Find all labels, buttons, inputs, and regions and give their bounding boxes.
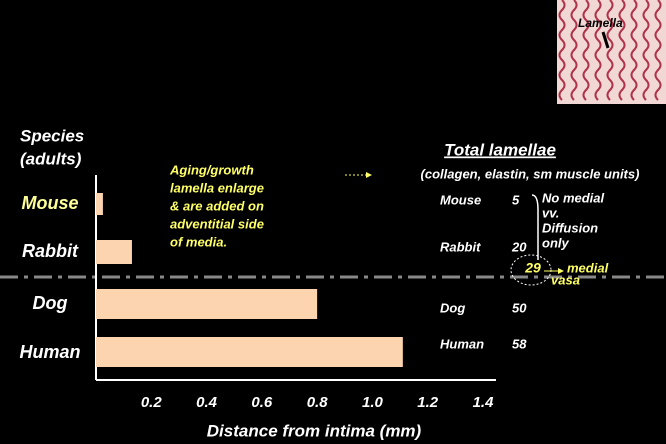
lamella-line [630, 0, 638, 101]
category-label: Dog [33, 293, 68, 313]
inset-label: Lamella [578, 16, 623, 30]
lamella-line [570, 0, 578, 101]
category-label: Mouse [21, 193, 78, 213]
annotation: lamella enlarge [170, 180, 264, 195]
brace [531, 194, 539, 260]
lamella-line [582, 0, 590, 101]
bar [96, 337, 403, 367]
threshold-value: 29 [524, 260, 541, 276]
table-count: 20 [511, 239, 527, 254]
annotation: of media. [170, 234, 227, 249]
arrowhead [558, 268, 564, 274]
bar [96, 240, 132, 264]
table-title: Total lamellae [444, 140, 556, 159]
table-count: 50 [512, 300, 527, 315]
inset-image: Lamella [557, 0, 666, 104]
x-axis-label: Distance from intima (mm) [207, 421, 422, 440]
y-axis-label: (adults) [20, 149, 82, 168]
x-tick-label: 0.6 [251, 394, 273, 411]
annotation: Aging/growth [169, 162, 254, 177]
note: vv. [542, 205, 559, 220]
annotation: & are added on [170, 198, 264, 213]
table-species: Rabbit [440, 239, 481, 254]
lamella-line [606, 0, 614, 101]
x-tick-label: 1.2 [417, 394, 439, 411]
note: Diffusion [542, 220, 598, 235]
table-count: 5 [512, 192, 520, 207]
category-label: Human [19, 342, 80, 362]
threshold-label: medial [567, 260, 609, 275]
annotation: adventitial side [170, 216, 264, 231]
table-species: Dog [440, 300, 465, 315]
table-count: 58 [512, 336, 527, 351]
lamella-line [618, 0, 626, 101]
table-subtitle: (collagen, elastin, sm muscle units) [421, 166, 640, 181]
lamella-line [654, 0, 662, 101]
note: only [542, 235, 569, 250]
x-tick-label: 0.2 [141, 394, 163, 411]
category-label: Rabbit [22, 241, 79, 261]
circle [510, 254, 552, 286]
y-axis-label: Species [20, 126, 84, 145]
x-tick-label: 1.0 [362, 394, 384, 411]
x-tick-label: 0.8 [307, 394, 329, 411]
lamella-line [642, 0, 650, 101]
bar [96, 193, 103, 215]
table-species: Mouse [440, 192, 481, 207]
note: No medial [542, 190, 605, 205]
table-species: Human [440, 336, 484, 351]
arrowhead [366, 172, 372, 178]
lamella-line [558, 0, 566, 101]
lamella-line [594, 0, 602, 101]
bar [96, 289, 318, 319]
x-tick-label: 0.4 [196, 394, 218, 411]
x-tick-label: 1.4 [473, 394, 495, 411]
threshold-label: vasa [551, 272, 580, 287]
